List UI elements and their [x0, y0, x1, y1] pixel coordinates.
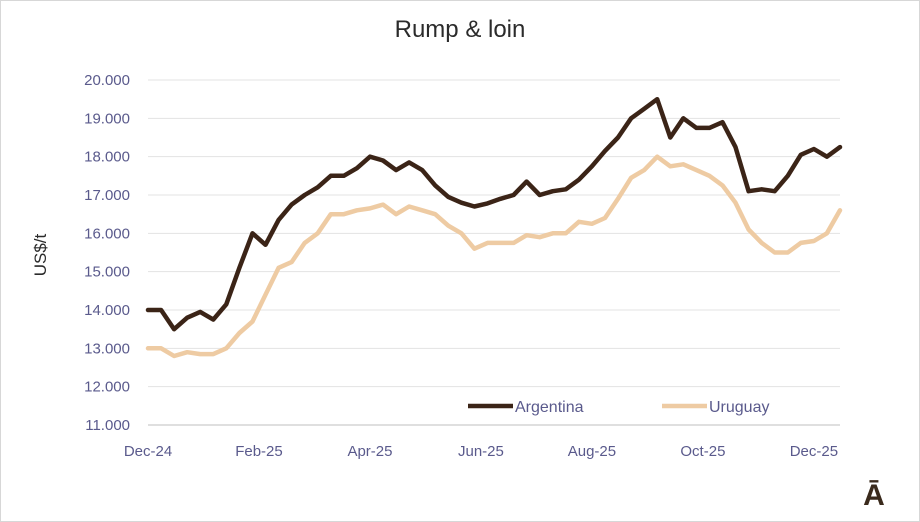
- y-tick-label: 17.000: [84, 187, 130, 204]
- brand-logo: Ā: [863, 479, 885, 512]
- series-lines: [145, 96, 843, 359]
- legend: Argentina Uruguay: [468, 399, 769, 416]
- x-tick-label: Jun-25: [458, 443, 504, 460]
- y-tick-label: 12.000: [84, 379, 130, 396]
- x-tick-labels: Dec-24 Feb-25 Apr-25 Jun-25 Aug-25 Oct-25 Dec-…: [124, 443, 838, 460]
- x-tick-label: Dec-25: [790, 443, 838, 460]
- gridlines: [148, 79, 840, 426]
- series-line-argentina: [145, 96, 843, 332]
- y-tick-label: 11.000: [85, 417, 130, 434]
- x-tick-label: Dec-24: [124, 443, 172, 460]
- legend-label: Argentina: [515, 399, 584, 416]
- legend-label: Uruguay: [709, 399, 769, 416]
- chart-title: Rump & loin: [395, 16, 526, 43]
- y-axis-label: US$/t: [31, 233, 50, 276]
- y-tick-label: 16.000: [84, 225, 130, 242]
- y-tick-label: 18.000: [84, 149, 130, 166]
- x-tick-label: Feb-25: [235, 443, 283, 460]
- x-tick-label: Aug-25: [568, 443, 616, 460]
- x-tick-label: Apr-25: [347, 443, 392, 460]
- y-tick-label: 19.000: [84, 110, 130, 127]
- y-tick-label: 15.000: [84, 264, 130, 281]
- y-tick-label: 13.000: [84, 340, 130, 357]
- y-tick-label: 20.000: [84, 72, 130, 89]
- y-tick-label: 14.000: [84, 302, 130, 319]
- x-tick-label: Oct-25: [680, 443, 725, 460]
- series-line-uruguay: [145, 154, 843, 359]
- y-tick-labels: 11.000 12.000 13.000 14.000 15.000 16.000 17.0…: [84, 72, 130, 434]
